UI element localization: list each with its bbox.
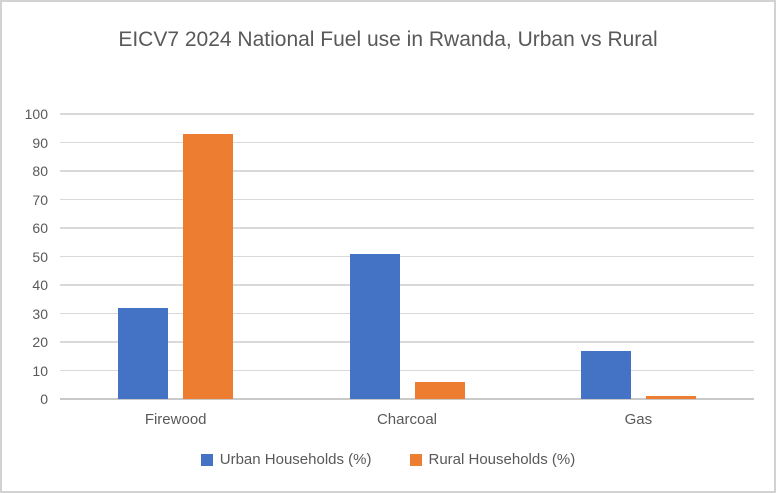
bar-urban-firewood — [118, 307, 169, 399]
gridline — [60, 255, 754, 258]
bar-urban-charcoal — [349, 253, 400, 399]
y-tick-label: 10 — [32, 362, 48, 379]
x-category-label: Firewood — [144, 411, 207, 428]
plot-area — [60, 113, 754, 400]
gridline — [60, 113, 754, 115]
y-axis: 0 10 20 30 40 50 60 70 80 90 100 — [2, 106, 48, 407]
gridline — [60, 284, 754, 286]
rural-series-swatch — [409, 453, 422, 466]
legend-label-rural: Rural Households (%) — [428, 451, 576, 468]
y-tick-label: 90 — [32, 134, 48, 151]
x-category-label: Gas — [624, 411, 653, 428]
x-axis: Firewood Charcoal Gas — [60, 411, 754, 428]
bar-urban-gas — [580, 350, 631, 399]
y-tick-label: 30 — [32, 305, 48, 322]
y-tick-label: 70 — [32, 191, 48, 208]
y-tick-label: 80 — [32, 163, 48, 179]
gridline — [60, 141, 754, 144]
y-tick-label: 60 — [32, 220, 48, 236]
legend-item-urban: Urban Households (%) — [200, 451, 372, 468]
gridline — [60, 312, 754, 315]
bar-rural-charcoal — [414, 381, 465, 399]
y-tick-label: 40 — [32, 277, 48, 293]
gridline — [60, 227, 754, 229]
legend: Urban Households (%) Rural Households (%… — [2, 451, 774, 468]
urban-series-swatch — [200, 453, 213, 466]
bar-rural-firewood — [183, 133, 234, 399]
y-tick-label: 100 — [24, 106, 48, 122]
y-tick-label: 20 — [32, 334, 48, 350]
legend-label-urban: Urban Households (%) — [219, 451, 372, 468]
legend-item-rural: Rural Households (%) — [409, 451, 576, 468]
bar-rural-gas — [645, 396, 696, 399]
gridline — [60, 198, 754, 201]
x-axis-line — [60, 398, 754, 400]
y-tick-label: 50 — [32, 248, 48, 265]
y-tick-label: 0 — [40, 391, 48, 407]
gridline — [60, 341, 754, 343]
gridline — [60, 369, 754, 372]
x-category-label: Charcoal — [376, 411, 437, 428]
gridline — [60, 170, 754, 172]
chart-title: EICV7 2024 National Fuel use in Rwanda, … — [118, 28, 658, 51]
